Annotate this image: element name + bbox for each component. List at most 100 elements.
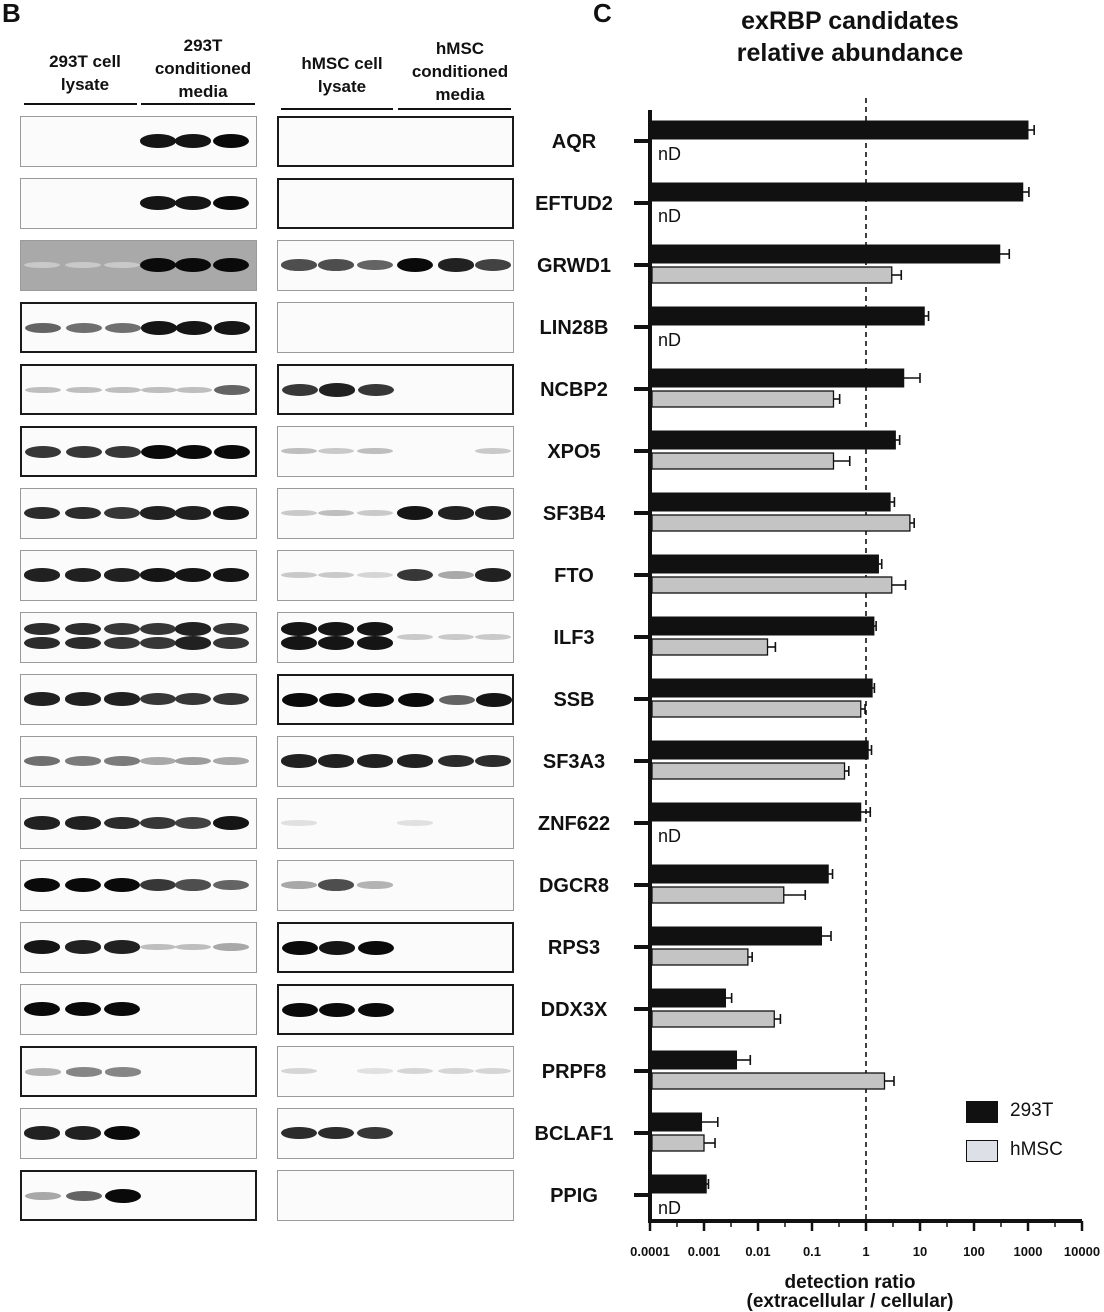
blot-panel [277,178,514,229]
x-tick-label: 0.001 [688,1244,721,1259]
blot-band [175,817,211,829]
blot-panel [277,984,514,1035]
blot-band [175,879,211,891]
category-label-sf3a3: SF3A3 [543,751,605,773]
category-label-ppig: PPIG [550,1185,598,1207]
blot-band [214,321,250,335]
blot-band [140,622,176,636]
blot-panel [277,1108,514,1159]
bar-hmsc [651,1010,775,1028]
blot-band [25,386,61,394]
bar-293t [651,616,875,636]
blot-band [105,1189,141,1203]
bar-hmsc [651,1134,705,1152]
blot-band [105,323,141,333]
blot-band [358,1003,394,1017]
blot-band [140,757,176,765]
blot-panel [277,550,514,601]
blot-band [66,323,102,333]
blot-band [281,509,317,517]
legend-swatch-293t [966,1101,998,1123]
chart-title-line2: relative abundance [736,39,964,67]
blot-panel [277,922,514,973]
blot-band [438,754,474,768]
not-detected-label: nD [658,1198,681,1218]
blot-band [213,568,249,582]
blot-band [65,636,101,650]
blot-band [176,321,212,335]
category-label-ssb: SSB [553,689,594,711]
blot-band [140,636,176,650]
blot-band [318,636,354,650]
category-label-aqr: AQR [552,131,597,153]
blot-band [282,1003,318,1017]
blot-band [25,1068,61,1076]
blot-band [65,816,101,830]
blot-panel [20,860,257,911]
blot-band [65,940,101,954]
bar-hmsc [651,638,769,656]
category-label-xpo5: XPO5 [547,441,600,463]
bar-293t [651,120,1029,140]
blot-band [104,940,140,954]
panel-c-letter: C [593,0,612,28]
bar-hmsc [651,390,835,408]
bar-293t [651,554,879,574]
not-detected-label: nD [658,144,681,164]
bar-hmsc [651,700,862,718]
blot-band [213,258,249,272]
blot-band [25,322,61,334]
group-line-hmsc-lysate [281,108,393,110]
blot-panel [20,488,257,539]
blot-panel [20,240,257,291]
x-tick-label: 0.01 [745,1244,770,1259]
bar-293t [651,1050,738,1070]
blot-band [213,506,249,520]
column-header-293t-lysate: 293T cell lysate [49,52,121,94]
blot-band [140,506,176,520]
blot-panel [277,302,514,353]
blot-band [214,384,250,396]
not-detected-label: nD [658,330,681,350]
blot-panel [20,674,257,725]
bar-hmsc [651,266,893,284]
blot-band [104,816,140,830]
blot-band [140,196,176,210]
blot-band [175,636,211,650]
blot-panel [20,1046,257,1097]
blot-panel [277,612,514,663]
blot-band [282,383,318,397]
category-label-znf622: ZNF622 [538,813,610,835]
blot-band [24,878,60,892]
category-label-prpf8: PRPF8 [542,1061,606,1083]
blot-band [104,636,140,650]
blot-band [175,258,211,272]
blot-band [140,692,176,706]
blot-band [213,636,249,650]
blot-band [319,693,355,707]
blot-band [357,509,393,517]
blot-band [318,754,354,768]
blot-band [357,259,393,271]
blot-band [176,445,212,459]
blot-band [65,568,101,582]
blot-panel [277,426,514,477]
bar-293t [651,182,1024,202]
category-label-fto: FTO [554,565,594,587]
blot-panel [20,550,257,601]
blot-band [397,633,433,641]
blot-band [104,756,140,766]
x-tick-label: 10000 [1064,1244,1100,1259]
blot-band [65,692,101,706]
blot-band [25,445,61,459]
category-label-ncbp2: NCBP2 [540,379,608,401]
bar-293t [651,678,873,698]
blot-band [281,259,317,271]
bar-hmsc [651,886,785,904]
blot-band [104,261,140,269]
blot-band [104,1126,140,1140]
blot-band [25,1192,61,1200]
legend-label-hmsc: hMSC [1010,1139,1063,1160]
blot-band [281,622,317,636]
blot-band [282,941,318,955]
